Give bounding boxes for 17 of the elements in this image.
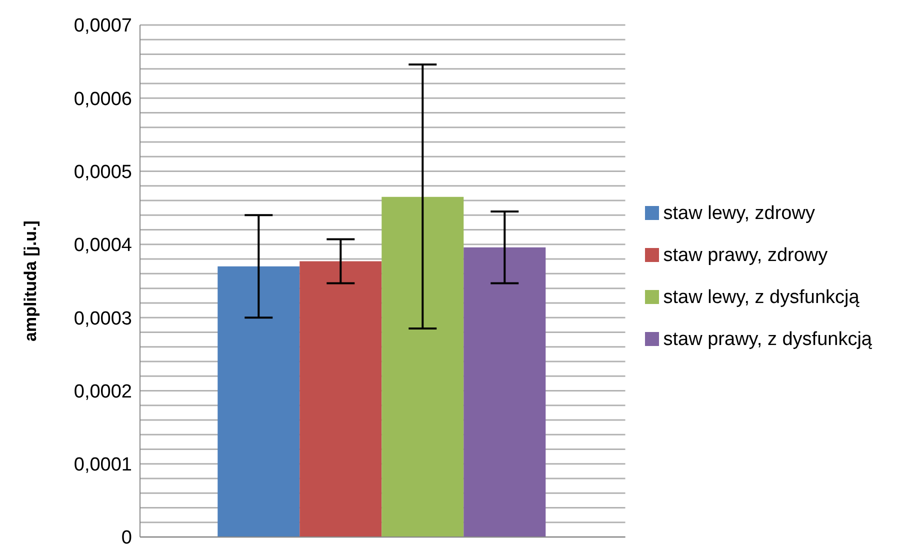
legend-label: staw prawy, zdrowy (663, 244, 828, 266)
bar (300, 261, 382, 537)
y-tick-label: 0,0007 (74, 16, 132, 37)
y-tick-label: 0,0002 (74, 381, 132, 402)
y-tick-label: 0,0006 (74, 88, 132, 110)
bar (464, 247, 546, 537)
legend-label: staw lewy, z dysfunkcją (663, 286, 860, 308)
y-tick-label: 0,0001 (74, 454, 132, 476)
y-tick-label: 0 (121, 528, 132, 547)
y-tick-label: 0,0003 (74, 308, 132, 330)
legend-label: staw prawy, z dysfunkcją (663, 328, 872, 350)
bar (218, 266, 300, 537)
legend-label: staw lewy, zdrowy (663, 202, 815, 224)
y-tick-label: 0,0005 (74, 162, 132, 184)
y-axis-title: amplituda [j.u.] (21, 220, 40, 342)
y-tick-label: 0,0004 (74, 235, 132, 256)
bar (382, 196, 464, 537)
